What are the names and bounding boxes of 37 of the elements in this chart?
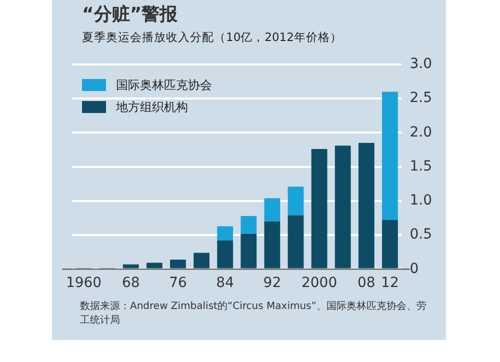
chart-title: “分赃”警报 bbox=[82, 3, 178, 26]
bar bbox=[264, 221, 280, 268]
bar bbox=[311, 149, 328, 268]
y-tick-label: 1.5 bbox=[410, 158, 432, 174]
y-tick-label: 3.0 bbox=[410, 56, 432, 72]
x-tick-label: 92 bbox=[263, 275, 282, 292]
bar bbox=[288, 215, 304, 268]
bar bbox=[122, 264, 139, 268]
y-tick-label: 0 bbox=[410, 260, 419, 277]
chart-subtitle: 夏季奥运会播放收入分配（10亿，2012年价格） bbox=[82, 30, 342, 45]
x-tick-label: 12 bbox=[381, 275, 399, 292]
y-tick-label: 2.5 bbox=[410, 90, 432, 106]
bar bbox=[217, 226, 234, 241]
source-note: 数据来源：Andrew Zimbalist的“Circus Maximus”、国际奥林匹克协会、劳工统计局 bbox=[80, 300, 428, 328]
bar bbox=[358, 142, 374, 268]
bar bbox=[240, 234, 257, 268]
x-tick-label: 68 bbox=[122, 275, 140, 292]
legend-label: 地方组织机构 bbox=[115, 98, 189, 116]
x-tick-label: 1960 bbox=[66, 275, 102, 292]
y-tick-label: 2.0 bbox=[410, 124, 432, 140]
x-tick-label: 76 bbox=[169, 275, 187, 292]
bar bbox=[382, 92, 398, 220]
y-tick-label: 1.0 bbox=[410, 192, 432, 209]
y-tick-label: 0.5 bbox=[410, 226, 432, 243]
bar bbox=[382, 220, 398, 268]
bar bbox=[264, 198, 280, 222]
bar bbox=[334, 146, 351, 268]
legend-label: 国际奥林匹克协会 bbox=[115, 76, 212, 94]
bar bbox=[194, 252, 210, 268]
bar bbox=[240, 216, 257, 234]
x-tick-label: 84 bbox=[216, 275, 234, 292]
bar bbox=[217, 240, 234, 268]
x-tick-label: 08 bbox=[357, 275, 376, 292]
x-tick-label: 2000 bbox=[301, 275, 338, 292]
bar bbox=[288, 186, 304, 216]
bar bbox=[146, 262, 162, 268]
bar bbox=[170, 260, 186, 268]
